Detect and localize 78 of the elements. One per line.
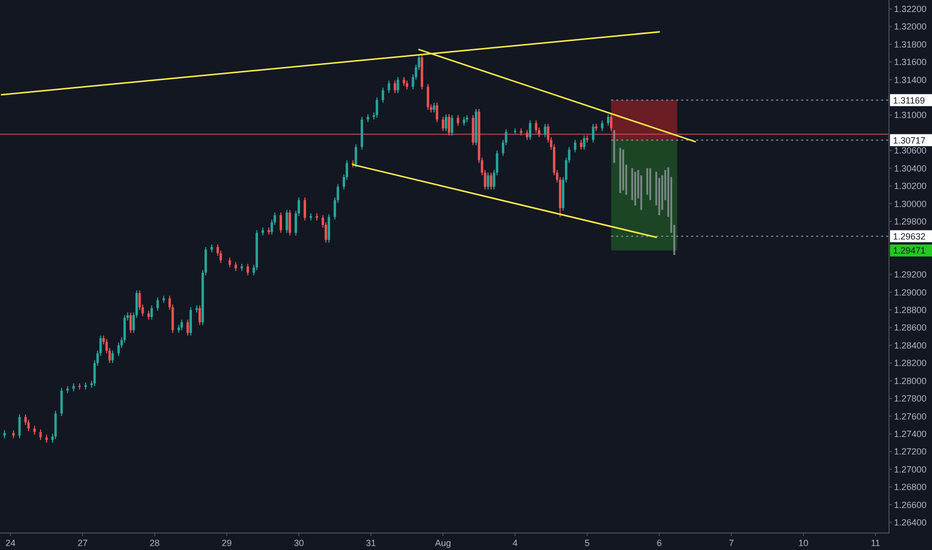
y-tick-label: 1.28600 [894, 322, 927, 333]
candlestick [490, 172, 492, 190]
candlestick [156, 296, 159, 312]
y-tick-label: 1.27800 [894, 394, 927, 404]
candlestick [111, 350, 114, 364]
candlestick [592, 123, 594, 144]
y-tick-label: 1.32200 [894, 4, 927, 14]
y-tick-label: 1.30200 [894, 181, 927, 192]
y-tick-label: 1.26800 [894, 482, 927, 492]
candlestick [129, 312, 132, 334]
y-tick-label: 1.27200 [894, 446, 927, 457]
candlestick [186, 319, 189, 336]
candlestick [190, 306, 192, 336]
y-tick-label: 1.30000 [894, 198, 927, 209]
candlestick [304, 196, 306, 221]
x-tick-label: 10 [798, 538, 808, 548]
candlestick [228, 257, 231, 268]
x-tick-label: 27 [78, 538, 88, 548]
candlestick [180, 319, 183, 331]
y-tick-label: 1.27000 [894, 464, 927, 474]
candlestick [574, 139, 576, 153]
candlestick [280, 212, 282, 234]
x-tick-label: 29 [222, 538, 232, 548]
candlestick [198, 304, 201, 326]
y-tick-label: 1.29200 [894, 270, 927, 280]
candlestick [582, 134, 586, 150]
y-tick-label: 1.31400 [894, 74, 927, 85]
x-tick-label: 31 [366, 538, 376, 548]
x-tick-label: 4 [512, 538, 518, 548]
candlestick [382, 87, 384, 104]
candlestick [376, 96, 378, 118]
candlestick [288, 209, 292, 236]
y-tick-label: 1.27400 [894, 428, 927, 439]
candlestick [354, 144, 358, 168]
candlestick [526, 130, 528, 140]
y-tick-label: 1.28200 [894, 358, 927, 368]
x-tick-label: Aug [434, 538, 452, 548]
y-tick-label: 1.27600 [894, 411, 927, 422]
candlestick [54, 410, 57, 440]
candlestick [246, 263, 249, 276]
candlestick [534, 120, 538, 134]
candlestick [610, 114, 612, 132]
x-tick-label: 24 [6, 538, 16, 548]
candlestick [60, 387, 63, 417]
y-tick-label: 1.26600 [894, 500, 927, 510]
y-tick-label: 1.32000 [894, 22, 927, 32]
candlestick [528, 120, 532, 140]
x-tick-label: 6 [656, 538, 662, 548]
y-tick-label: 1.29471 [893, 246, 926, 256]
candlestick [396, 76, 400, 94]
ref-line-label: 1.29632 [893, 231, 926, 242]
x-tick-label: 11 [870, 538, 880, 548]
x-tick-label: 28 [150, 538, 160, 548]
candlestick [328, 214, 330, 244]
y-tick-label: 1.28800 [894, 305, 927, 316]
y-tick-label: 1.26400 [894, 518, 927, 528]
x-tick-label: 7 [728, 538, 734, 548]
y-tick-label: 1.29800 [894, 216, 927, 226]
candlestick [150, 304, 153, 320]
y-tick-label: 1.30600 [894, 146, 927, 156]
y-tick-label: 1.31800 [894, 39, 927, 50]
candlestick [286, 209, 288, 234]
ref-line-label: 1.30717 [893, 135, 926, 146]
y-tick-label: 1.28000 [894, 376, 927, 386]
candlestick [606, 114, 610, 126]
ref-line-label: 1.31169 [893, 95, 925, 106]
y-tick-label: 1.29000 [894, 287, 927, 298]
x-tick-label: 30 [294, 538, 304, 548]
y-tick-label: 1.31600 [894, 57, 927, 68]
candlestick [394, 80, 396, 94]
candlestick [580, 139, 582, 150]
y-tick-label: 1.31000 [894, 110, 927, 120]
y-tick-label: 1.28400 [894, 340, 927, 350]
y-tick-label: 1.30400 [894, 163, 927, 174]
candlestick [600, 120, 604, 132]
candlestick [388, 80, 390, 94]
candlestick [544, 123, 546, 138]
x-tick-label: 5 [584, 538, 590, 548]
